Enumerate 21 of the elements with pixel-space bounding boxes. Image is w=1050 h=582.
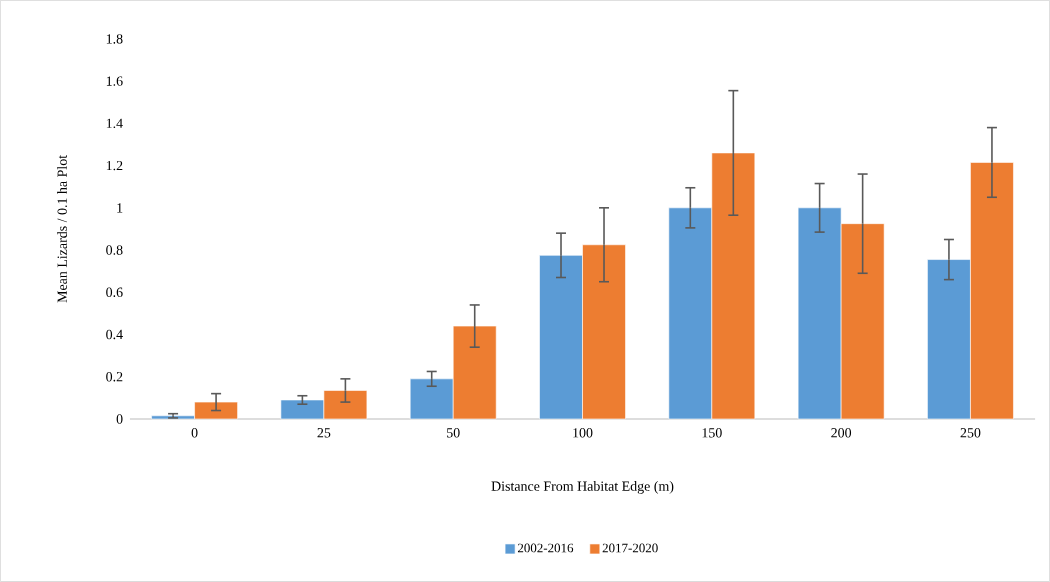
x-tick-label: 50: [447, 428, 460, 438]
y-tick-label: 0.8: [106, 245, 123, 255]
y-tick-label: 0.4: [106, 329, 123, 340]
y-tick-label: 1: [117, 203, 123, 213]
x-tick-label: 0: [191, 428, 198, 438]
x-tick-label: 200: [831, 428, 852, 438]
y-axis-title: Mean Lizards / 0.1 ha Plot: [57, 155, 67, 303]
y-tick-label: 1.6: [106, 76, 123, 86]
x-tick-label: 25: [317, 428, 331, 438]
legend-label: 2002-2016: [517, 543, 574, 553]
y-tick-label: 1.2: [106, 160, 123, 171]
y-tick-label: 0.6: [106, 287, 123, 298]
x-axis-title: Distance From Habitat Edge (m): [491, 481, 674, 494]
x-tick-label: 100: [573, 428, 593, 438]
y-tick-label: 1.4: [106, 118, 123, 129]
y-tick-label: 0: [116, 414, 123, 424]
y-tick-label: 1.8: [106, 34, 123, 44]
y-tick-label: 0.2: [106, 372, 123, 382]
legend-label: 2017-2020: [602, 543, 658, 553]
x-tick-label: 150: [702, 428, 722, 438]
x-tick-label: 250: [960, 428, 981, 438]
